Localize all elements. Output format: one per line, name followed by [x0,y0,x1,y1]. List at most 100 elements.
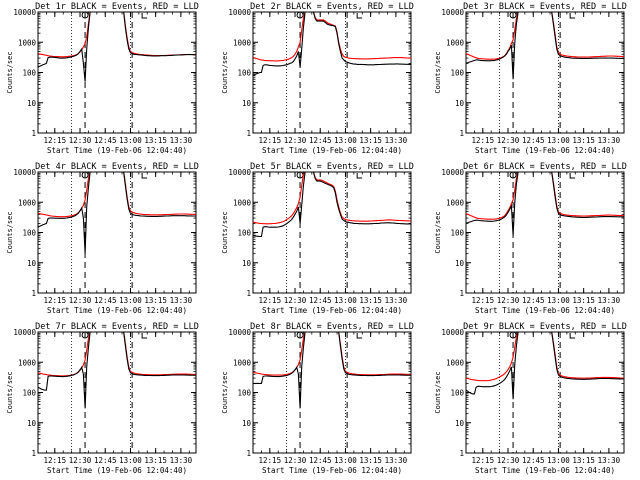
x-tick-label: 12:30 [497,136,520,145]
series-lld-line [466,12,624,60]
x-tick-label: 13:00 [334,136,357,145]
y-tick-label: 10 [27,419,37,428]
x-axis-label: Start Time (19-Feb-06 12:04:40) [262,306,402,315]
series-events-line [38,12,196,82]
y-tick-label: 10 [455,419,465,428]
series-lld-line [466,332,624,382]
panel-det-7: Det 7r BLACK = Events, RED = LLD 1 10 100 10… [6,322,199,475]
y-tick-label: 1 [31,289,36,298]
x-tick-label: 13:30 [385,136,408,145]
x-tick-label: 13:00 [547,296,570,305]
x-tick-label: 13:30 [598,136,621,145]
x-tick-label: 12:45 [309,136,332,145]
panel-det-2: Det 2r BLACK = Events, RED = LLD 1 10 100 10… [221,2,414,155]
x-axis-label: Start Time (19-Feb-06 12:04:40) [475,466,615,475]
y-tick-label: 1 [246,449,251,458]
x-tick-label: 12:45 [309,456,332,465]
y-tick-label: 10 [242,99,252,108]
x-tick-label: 13:00 [547,456,570,465]
x-tick-label: 12:30 [497,456,520,465]
y-tick-label: 10 [27,259,37,268]
x-tick-label: 12:45 [522,456,545,465]
x-tick-label: 12:15 [44,136,67,145]
plot-frame [252,11,412,134]
y-tick-label: 10 [455,259,465,268]
x-tick-label: 12:30 [69,456,92,465]
x-tick-label: 13:15 [572,456,595,465]
y-tick-label: 10 [242,419,252,428]
y-tick-label: 100 [450,389,464,398]
x-tick-label: 13:00 [334,296,357,305]
y-axis-label: Counts/sec [6,371,14,413]
x-tick-label: 12:45 [522,296,545,305]
x-axis-label: Start Time (19-Feb-06 12:04:40) [262,466,402,475]
y-axis-label: Counts/sec [434,211,442,253]
y-tick-label: 10000 [441,168,464,177]
y-tick-label: 10 [27,99,37,108]
y-tick-label: 10000 [228,8,251,17]
panel-det-4: Det 4r BLACK = Events, RED = LLD 1 10 100 10… [6,162,199,315]
interval-start-marker [509,331,517,339]
series-lld-line [38,332,196,377]
panel-title: Det 2r BLACK = Events, RED = LLD [250,2,414,12]
x-tick-label: 12:15 [44,296,67,305]
x-tick-label: 13:30 [385,296,408,305]
panel-title: Det 4r BLACK = Events, RED = LLD [35,162,199,172]
y-axis-label: Counts/sec [434,371,442,413]
panel-det-5: Det 5r BLACK = Events, RED = LLD 1 10 100 10… [221,162,414,315]
x-tick-label: 13:30 [598,456,621,465]
y-axis-label: Counts/sec [6,211,14,253]
x-tick-label: 13:30 [170,296,193,305]
y-tick-label: 10000 [441,328,464,337]
x-tick-label: 12:15 [259,136,282,145]
y-tick-label: 1000 [233,358,252,367]
y-tick-label: 100 [22,229,36,238]
x-tick-label: 12:30 [497,296,520,305]
interval-end-marker [141,173,148,179]
y-tick-label: 1 [31,449,36,458]
x-tick-label: 12:45 [94,456,117,465]
x-tick-label: 12:15 [472,136,495,145]
y-tick-label: 100 [237,69,251,78]
panel-det-6: Det 6r BLACK = Events, RED = LLD 1 10 100 10… [434,162,627,315]
x-tick-label: 13:15 [144,456,167,465]
x-tick-label: 12:45 [94,136,117,145]
interval-start-marker [81,331,89,339]
y-tick-label: 1000 [18,198,37,207]
interval-end-marker [356,173,363,179]
x-tick-label: 13:15 [144,296,167,305]
plot-frame [37,171,197,294]
x-axis-label: Start Time (19-Feb-06 12:04:40) [475,146,615,155]
y-tick-label: 1000 [18,358,37,367]
interval-end-marker [569,173,576,179]
y-tick-label: 100 [22,389,36,398]
plot-frame [252,171,412,294]
series-events-line [466,332,624,400]
y-axis-label: Counts/sec [6,51,14,93]
panel-title: Det 3r BLACK = Events, RED = LLD [463,2,627,12]
series-events-line [253,12,411,76]
interval-start-marker [509,171,517,179]
interval-start-marker [81,171,89,179]
x-tick-label: 12:15 [259,296,282,305]
series-lld-line [38,172,196,218]
y-tick-label: 1000 [18,38,37,47]
x-tick-label: 13:15 [359,296,382,305]
x-tick-label: 12:15 [472,296,495,305]
y-axis-label: Counts/sec [221,51,229,93]
y-tick-label: 100 [450,69,464,78]
y-tick-label: 1 [246,289,251,298]
y-tick-label: 10000 [228,328,251,337]
x-tick-label: 12:30 [284,296,307,305]
plot-frame [37,331,197,454]
interval-end-marker [141,13,148,19]
panel-title: Det 8r BLACK = Events, RED = LLD [250,322,414,332]
series-events-line [253,332,411,409]
x-tick-label: 13:30 [170,136,193,145]
x-axis-label: Start Time (19-Feb-06 12:04:40) [47,146,187,155]
x-tick-label: 12:45 [309,296,332,305]
interval-start-marker [81,11,89,19]
x-axis-label: Start Time (19-Feb-06 12:04:40) [475,306,615,315]
y-axis-label: Counts/sec [221,371,229,413]
